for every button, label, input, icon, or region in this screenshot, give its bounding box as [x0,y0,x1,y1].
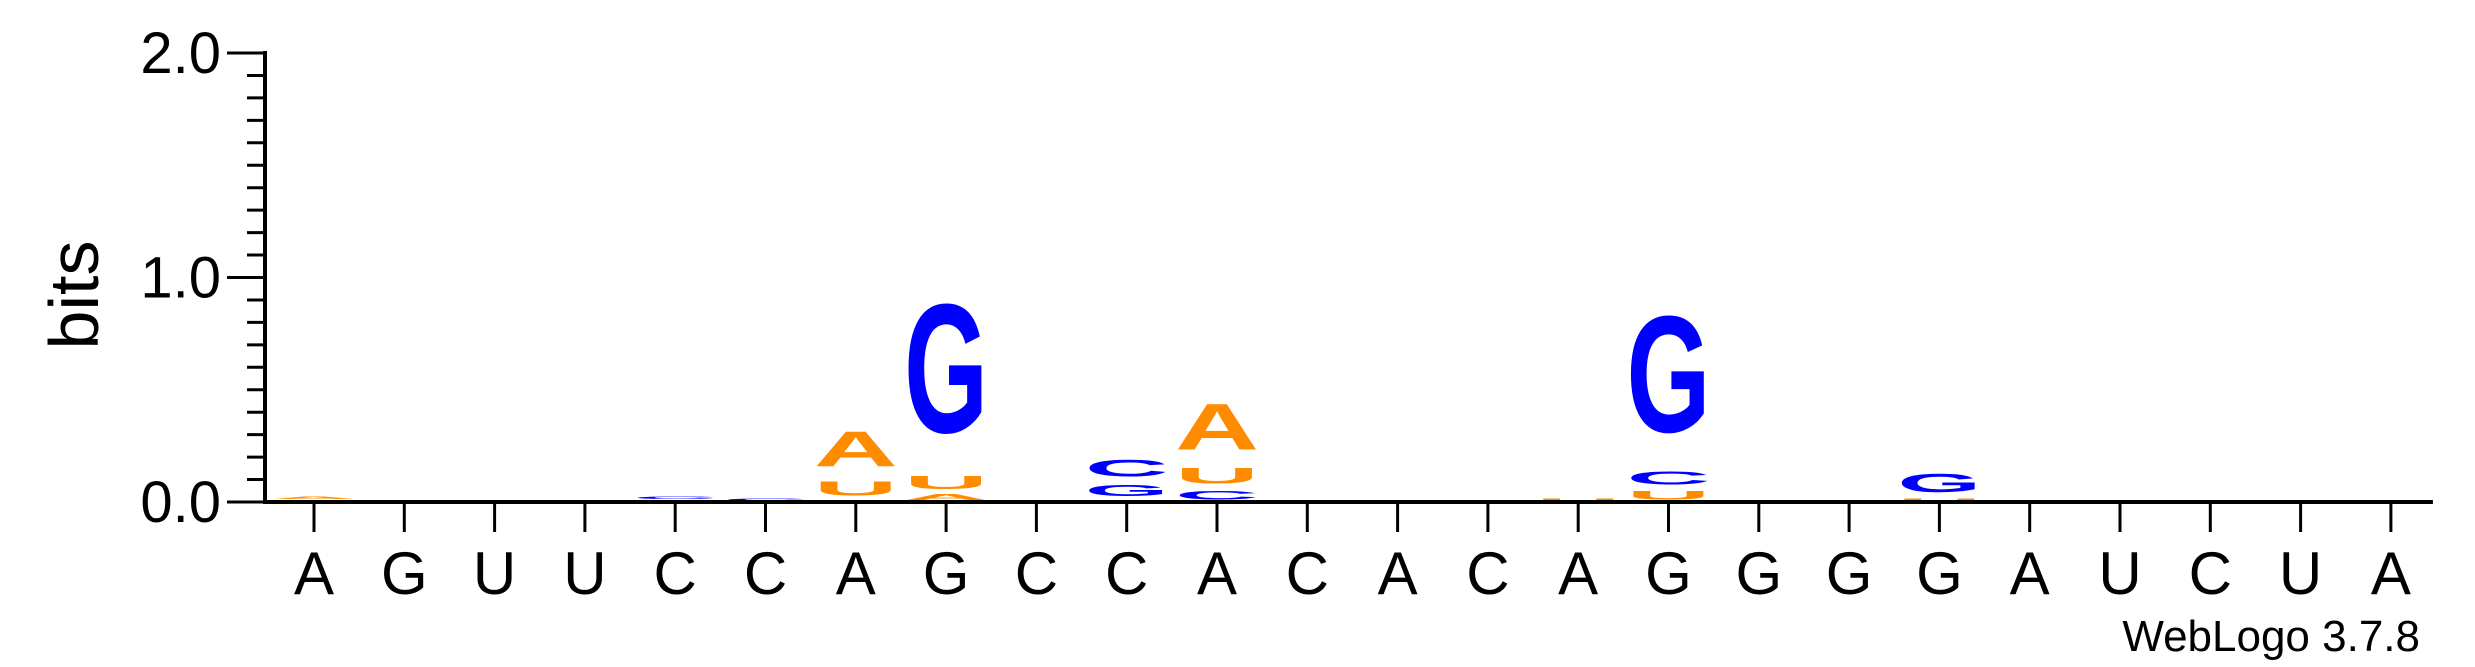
x-tick-label: G [1826,540,1873,607]
x-tick-label: U [473,540,516,607]
logo-letter-G: G [1897,468,1981,497]
logo-letter-A: A [814,421,898,477]
x-tick-label: A [1558,540,1598,607]
x-tick-label: U [2098,540,2141,607]
logo-letter-U: U [904,473,988,493]
logo-letter-U: U [1897,498,1981,502]
x-tick-label: C [1015,540,1058,607]
logo-letter-U: U [814,477,898,500]
logo-letter-C: C [1085,455,1169,482]
logo-letter-C: C [1627,468,1711,488]
weblogo-credit: WebLogo 3.7.8 [2122,612,2420,661]
logo-letter-G: G [1085,482,1169,500]
y-tick-label: 2.0 [140,21,221,86]
logo-letter-C: C [1175,488,1259,502]
y-tick-label: 1.0 [140,246,221,311]
x-tick-label: C [1286,540,1329,607]
x-tick-label: G [1916,540,1963,607]
x-tick-label: G [1645,540,1692,607]
x-tick-label: C [744,540,787,607]
x-tick-label: A [836,540,876,607]
logo-letter-A: A [272,495,356,499]
x-tick-label: U [2279,540,2322,607]
x-tick-label: A [2371,540,2411,607]
x-tick-label: C [2189,540,2232,607]
x-tick-label: C [1466,540,1509,607]
x-tick-label: G [923,540,970,607]
logo-letter-G: G [904,266,988,472]
logo-letter-C: C [724,498,808,502]
x-tick-label: A [294,540,334,607]
logo-letter-U: U [1627,488,1711,502]
x-tick-label: C [1105,540,1148,607]
logo-letter-U: U [1175,464,1259,489]
x-tick-label: G [381,540,428,607]
logo-letter-C: C [633,495,717,499]
x-tick-label: A [1197,540,1237,607]
logo-letter-G: G [1627,281,1711,467]
logo-stacks: CAUCCCUAAUGUGCCUAUUUUCGUGC [272,266,2162,502]
y-axis: 0.0 1.0 2.0 [140,21,267,535]
y-axis-title: bits [35,241,113,350]
x-tick-label: C [654,540,697,607]
x-tick-label: G [1735,540,1782,607]
logo-letter-U: U [1536,498,1620,502]
logo-letter-A: A [904,493,988,502]
x-tick-label: A [1378,540,1418,607]
y-tick-label: 0.0 [140,470,221,535]
logo-letter-A: A [1175,390,1259,464]
x-tick-label: A [2010,540,2050,607]
x-tick-label: U [563,540,606,607]
